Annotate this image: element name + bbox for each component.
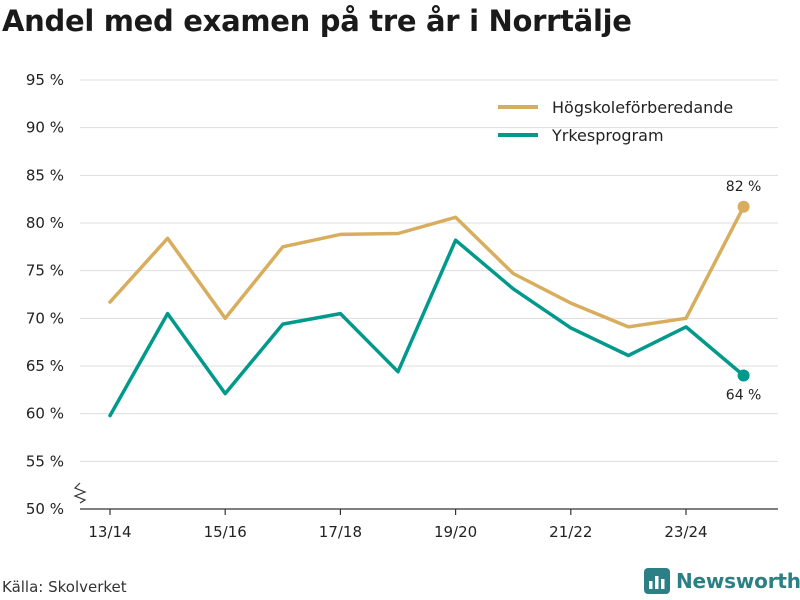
series-line-1 bbox=[108, 205, 746, 329]
chart-title: Andel med examen på tre år i Norrtälje bbox=[2, 4, 632, 38]
x-tick-label: 15/16 bbox=[204, 523, 247, 541]
bar-chart-icon bbox=[644, 568, 670, 594]
legend-label: Högskoleförberedande bbox=[552, 98, 733, 117]
x-tick-label: 21/22 bbox=[549, 523, 592, 541]
x-tick-label: 17/18 bbox=[319, 523, 362, 541]
brand-name: Newsworthy bbox=[676, 569, 800, 593]
series-line-2 bbox=[108, 238, 746, 418]
y-tick-label: 50 % bbox=[26, 500, 64, 518]
y-tick-label: 80 % bbox=[26, 214, 64, 232]
legend-label: Yrkesprogram bbox=[551, 126, 664, 145]
x-tick-label: 23/24 bbox=[664, 523, 707, 541]
end-point-2 bbox=[737, 369, 750, 382]
y-tick-label: 60 % bbox=[26, 405, 64, 423]
y-tick-label: 55 % bbox=[26, 452, 64, 470]
brand-logo: Newsworthy bbox=[644, 568, 800, 594]
y-tick-label: 85 % bbox=[26, 166, 64, 184]
end-label-1: 82 % bbox=[726, 179, 762, 195]
y-tick-label: 70 % bbox=[26, 309, 64, 327]
y-tick-label: 95 % bbox=[26, 71, 64, 89]
end-label-2: 64 % bbox=[726, 388, 762, 404]
x-tick-label: 19/20 bbox=[434, 523, 477, 541]
source-note: Källa: Skolverket bbox=[2, 578, 127, 596]
y-tick-label: 90 % bbox=[26, 119, 64, 137]
end-point-1 bbox=[737, 200, 750, 213]
x-tick-label: 13/14 bbox=[88, 523, 131, 541]
y-tick-label: 65 % bbox=[26, 357, 64, 375]
axis-break-icon bbox=[73, 482, 87, 504]
y-tick-label: 75 % bbox=[26, 262, 64, 280]
